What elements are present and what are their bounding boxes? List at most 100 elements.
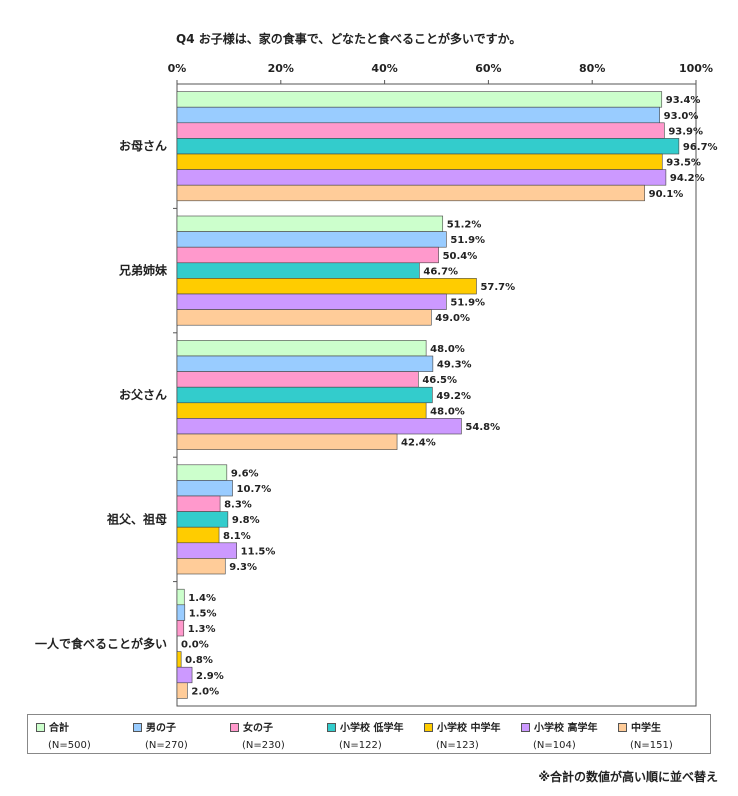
bar: [176, 651, 182, 668]
bar: [176, 169, 667, 186]
category-label: お母さん: [119, 139, 167, 153]
bar: [176, 588, 185, 606]
bar: [176, 106, 660, 124]
legend-swatch: [618, 722, 627, 732]
bar: [176, 231, 447, 248]
legend-sample-size: (N=123): [436, 740, 479, 751]
data-label: 11.5%: [241, 546, 276, 557]
legend-label: 小学校 高学年: [534, 723, 598, 734]
bar: [176, 682, 188, 699]
data-label: 49.3%: [437, 360, 472, 371]
bar: [176, 246, 439, 264]
legend-item: 男の子 (N=270): [133, 719, 228, 751]
bar: [176, 122, 665, 139]
x-tick-label: 40%: [371, 62, 397, 75]
data-label: 10.7%: [237, 484, 272, 495]
data-label: 48.0%: [430, 406, 465, 417]
legend-item: 小学校 低学年 (N=122): [327, 719, 422, 751]
data-label: 46.5%: [422, 375, 457, 386]
bar: [176, 91, 663, 108]
data-label: 93.0%: [664, 111, 699, 122]
data-label: 51.9%: [450, 298, 485, 309]
legend-sample-size: (N=104): [533, 740, 576, 751]
x-tick-label: 0%: [168, 62, 187, 75]
data-label: 93.9%: [668, 126, 703, 137]
bar: [176, 138, 680, 155]
data-label: 1.4%: [188, 593, 216, 604]
bar: [176, 402, 427, 419]
bar: [176, 262, 420, 279]
data-label: 90.1%: [649, 189, 684, 200]
legend-label: 合計: [49, 723, 69, 734]
legend-swatch: [36, 722, 45, 732]
data-label: 1.5%: [189, 608, 217, 619]
bar: [176, 355, 434, 372]
legend-swatch: [230, 722, 239, 732]
bar: [176, 293, 447, 310]
bar: [176, 542, 237, 559]
bar: [176, 433, 398, 450]
data-label: 94.2%: [670, 173, 705, 184]
data-label: 0.8%: [185, 655, 213, 666]
data-label: 48.0%: [430, 344, 465, 355]
data-label: 51.9%: [450, 235, 485, 246]
data-label: 42.4%: [401, 438, 436, 449]
bar: [176, 371, 419, 388]
data-label: 9.3%: [229, 562, 257, 573]
legend-label: 中学生: [631, 723, 661, 734]
category-label: 兄弟姉妹: [118, 263, 168, 278]
legend-swatch: [424, 722, 433, 732]
legend-item: 女の子 (N=230): [230, 719, 325, 751]
bar: [176, 340, 427, 357]
data-label: 96.7%: [683, 142, 718, 153]
legend-item: 小学校 高学年 (N=104): [521, 719, 616, 751]
data-label: 50.4%: [443, 251, 478, 262]
bar: [176, 604, 186, 621]
data-label: 9.6%: [231, 468, 259, 479]
bar: [176, 153, 663, 170]
chart-title: Q4 お子様は、家の食事で、どなたと食べることが多いですか。: [176, 32, 522, 46]
data-label: 2.9%: [196, 671, 224, 682]
bar: [176, 495, 221, 512]
footnote: ※合計の数値が高い順に並べ替え: [538, 770, 718, 784]
legend-swatch: [327, 722, 336, 732]
bar: [176, 215, 444, 232]
legend-sample-size: (N=230): [242, 740, 285, 751]
x-tick-label: 60%: [475, 62, 501, 75]
x-tick-label: 20%: [268, 62, 294, 75]
legend-sample-size: (N=500): [48, 740, 91, 751]
category-label: 一人で食べることが多い: [35, 636, 167, 651]
legend-swatch: [133, 722, 142, 732]
legend-item: 合計 (N=500): [36, 719, 131, 751]
data-label: 51.2%: [447, 220, 482, 231]
legend: 合計 (N=500) 男の子 (N=270) 女の子 (N=230) 小学校 低学年 (N=1…: [27, 714, 711, 754]
legend-swatch: [521, 722, 530, 732]
bar: [176, 511, 229, 528]
data-label: 9.8%: [232, 515, 260, 526]
data-label: 57.7%: [480, 282, 515, 293]
bar: [176, 464, 228, 481]
bar: [176, 480, 233, 497]
legend-item: 小学校 中学年 (N=123): [424, 719, 519, 751]
data-label: 93.5%: [666, 158, 701, 169]
category-label: 祖父、祖母: [106, 511, 167, 526]
bar: [176, 278, 477, 295]
data-label: 93.4%: [666, 95, 701, 106]
data-label: 0.0%: [181, 640, 209, 651]
legend-sample-size: (N=151): [630, 740, 673, 751]
data-label: 46.7%: [423, 266, 458, 277]
legend-label: 小学校 中学年: [437, 723, 501, 734]
x-tick-label: 100%: [679, 62, 713, 75]
legend-label: 女の子: [243, 723, 273, 734]
legend-item: 中学生 (N=151): [618, 719, 713, 751]
data-label: 8.1%: [223, 531, 251, 542]
legend-label: 小学校 低学年: [340, 723, 404, 734]
data-label: 2.0%: [191, 686, 219, 697]
data-label: 54.8%: [465, 422, 500, 433]
legend-sample-size: (N=122): [339, 740, 382, 751]
bar: [176, 386, 433, 404]
category-label: お父さん: [119, 388, 167, 402]
bar: [176, 309, 432, 326]
bar: [176, 418, 462, 435]
